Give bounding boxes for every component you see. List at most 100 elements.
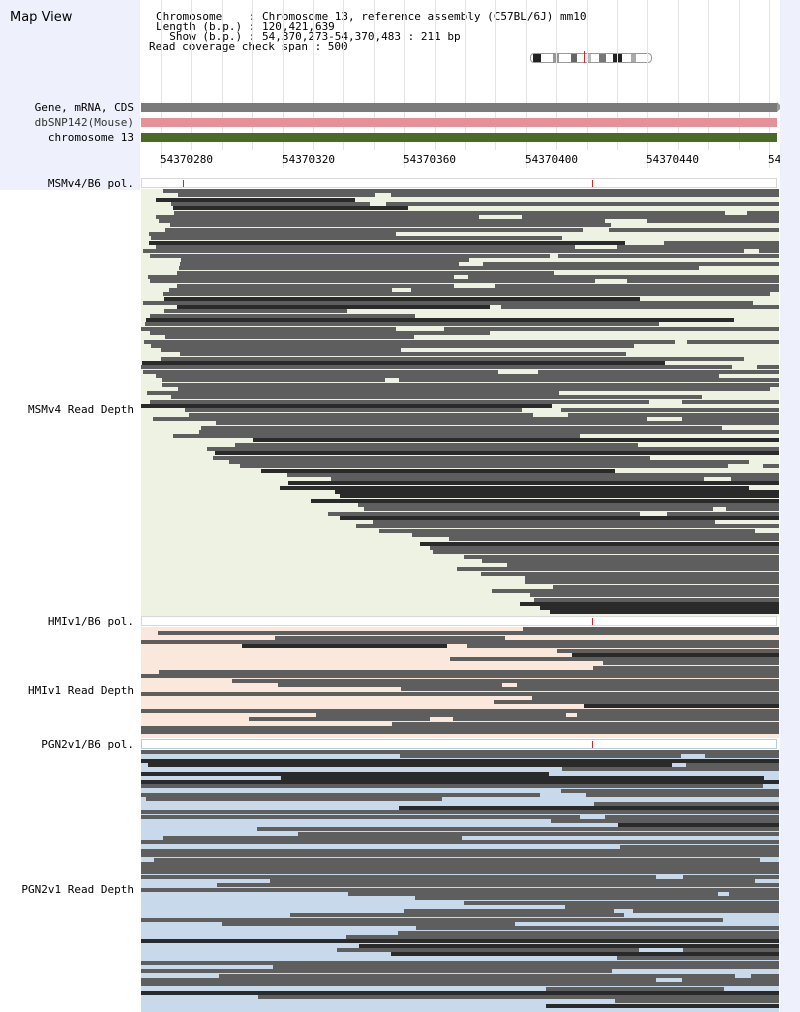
- sequence-read: [500, 305, 779, 310]
- sequence-read: [213, 455, 650, 460]
- right-scroll-strip[interactable]: [780, 0, 800, 1012]
- sequence-read: [164, 335, 414, 340]
- sequence-read: [180, 352, 627, 357]
- sequence-read: [466, 644, 779, 649]
- sequence-read: [632, 909, 779, 914]
- sequence-read: [704, 754, 779, 759]
- sequence-read: [249, 717, 430, 722]
- chromosome-track-bar[interactable]: [141, 133, 777, 142]
- sequence-read: [379, 528, 756, 533]
- sequence-read: [147, 762, 672, 767]
- msm-pol-track[interactable]: [141, 178, 777, 188]
- sequence-read: [141, 887, 779, 892]
- sequence-read: [157, 631, 779, 636]
- sequence-read: [359, 943, 779, 948]
- hmi-pol-track[interactable]: [141, 616, 777, 626]
- sequence-read: [153, 416, 647, 421]
- sequence-read: [141, 917, 724, 922]
- sequence-read: [235, 442, 639, 447]
- sequence-read: [336, 947, 640, 952]
- sequence-read: [524, 576, 779, 580]
- sequence-read: [141, 730, 779, 735]
- sequence-read: [253, 438, 779, 443]
- ruler-tick-1: 54370280: [160, 153, 213, 166]
- ruler-tick-5: 54370440: [646, 153, 699, 166]
- sequence-read: [288, 481, 779, 486]
- pgn-depth-label: PGN2v1 Read Depth: [21, 883, 134, 896]
- sequence-read: [150, 236, 562, 241]
- sequence-read: [390, 952, 779, 957]
- sequence-read: [608, 227, 779, 232]
- snp-track-bar[interactable]: [141, 118, 777, 127]
- ruler-tick-2: 54370320: [282, 153, 335, 166]
- pgn-pol-track[interactable]: [141, 739, 777, 749]
- sequence-read: [464, 554, 779, 559]
- gridline: [282, 0, 284, 168]
- sequence-read: [399, 805, 779, 810]
- sequence-read: [141, 326, 397, 331]
- sequence-read: [521, 214, 779, 219]
- sequence-read: [289, 913, 625, 918]
- sequence-read: [148, 275, 455, 279]
- sequence-read: [545, 1003, 779, 1008]
- sequence-read: [494, 283, 779, 288]
- sequence-read: [355, 524, 779, 529]
- sequence-read: [162, 382, 779, 387]
- gene-strand-arrow-icon: [777, 102, 782, 112]
- hmi-read-depth-panel[interactable]: [141, 627, 779, 738]
- sequence-read: [278, 682, 503, 687]
- sequence-read: [143, 300, 753, 305]
- msm-read-depth-panel[interactable]: [141, 189, 779, 617]
- sequence-read: [141, 853, 779, 858]
- sequence-read: [231, 678, 779, 683]
- sequence-read: [176, 305, 491, 310]
- sequence-read: [467, 275, 779, 279]
- gridline: [343, 0, 345, 150]
- gene-track-bar[interactable]: [141, 103, 777, 112]
- sequence-read: [605, 814, 779, 819]
- sequence-read: [516, 682, 779, 687]
- sequence-read: [217, 883, 779, 888]
- sequence-read: [155, 373, 719, 378]
- chromosome-info: Chromosome : Chromosome 13, reference as…: [156, 10, 587, 23]
- sequence-read: [286, 472, 779, 477]
- sequence-read: [456, 567, 779, 572]
- sequence-read: [141, 691, 779, 696]
- sequence-read: [453, 717, 779, 722]
- gridline: [769, 0, 770, 168]
- gridline: [373, 0, 375, 150]
- sequence-read: [403, 909, 615, 914]
- sequence-read: [348, 891, 718, 896]
- pgn-read-depth-panel[interactable]: [141, 750, 779, 1012]
- sequence-read: [593, 665, 779, 670]
- sequence-read: [141, 758, 779, 763]
- sequence-read: [728, 891, 779, 896]
- sequence-read: [275, 635, 505, 640]
- sequence-read: [141, 939, 779, 944]
- sequence-read: [141, 780, 779, 785]
- gridline: [617, 0, 618, 150]
- sequence-read: [145, 318, 734, 322]
- sequence-read: [162, 836, 462, 840]
- sequence-read: [270, 879, 755, 883]
- sequence-read: [149, 330, 490, 335]
- sequence-read: [687, 339, 779, 344]
- sequence-read: [531, 695, 779, 700]
- sequence-read: [730, 477, 779, 482]
- chromosome-ideogram[interactable]: [530, 53, 652, 63]
- sequence-read: [141, 674, 779, 679]
- sequence-read: [449, 657, 779, 662]
- sequence-read: [567, 412, 779, 417]
- sequence-read: [564, 904, 779, 909]
- sequence-read: [141, 810, 779, 815]
- sequence-read: [177, 193, 376, 198]
- sequence-read: [151, 343, 635, 348]
- sequence-read: [242, 644, 448, 649]
- sequence-read: [143, 369, 499, 374]
- sequence-read: [162, 378, 385, 383]
- sequence-read: [685, 762, 779, 767]
- sequence-read: [141, 982, 779, 987]
- sequence-read: [339, 494, 779, 499]
- sequence-read: [141, 784, 763, 789]
- gridline: [161, 0, 162, 168]
